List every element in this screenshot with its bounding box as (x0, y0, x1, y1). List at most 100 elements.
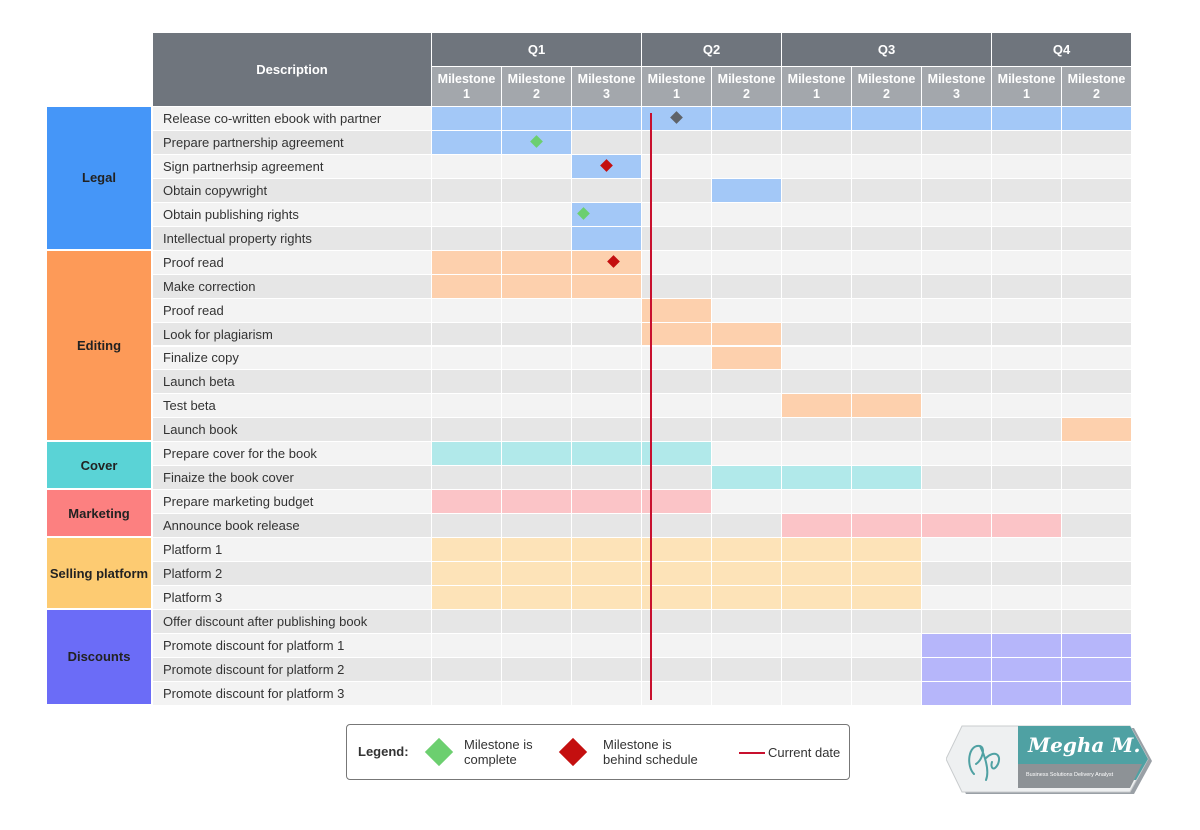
grid-cell (922, 442, 991, 466)
task-bar-cell (502, 442, 571, 466)
grid-cell (642, 202, 711, 226)
task-bar-cell (642, 562, 711, 585)
grid-cell (712, 609, 781, 633)
grid-cell (502, 202, 571, 226)
task-bar-cell (922, 514, 991, 538)
task-bar-cell (782, 562, 851, 585)
grid-cell (992, 250, 1061, 274)
grid-cell (1062, 514, 1131, 538)
milestone-header-number: 3 (603, 86, 610, 101)
behind-milestone-icon (558, 737, 588, 767)
grid-cell (642, 418, 711, 442)
grid-cell (852, 130, 921, 154)
milestone-header: Milestone 1 (782, 67, 851, 106)
grid-cell (712, 418, 781, 442)
milestone-header-number: 3 (953, 86, 960, 101)
task-label: Look for plagiarism (153, 322, 431, 346)
grid-cell (1062, 346, 1131, 370)
grid-cell (572, 514, 641, 538)
grid-cell (432, 346, 501, 370)
grid-cell (922, 322, 991, 346)
task-bar-cell (572, 274, 641, 298)
grid-cell (992, 562, 1061, 585)
grid-cell (642, 178, 711, 202)
grid-cell (572, 346, 641, 370)
grid-cell (782, 370, 851, 394)
grid-cell (852, 322, 921, 346)
milestone-header: Milestone 3 (922, 67, 991, 106)
task-bar-cell (502, 250, 571, 274)
grid-cell (852, 298, 921, 322)
task-bar-cell (922, 107, 991, 130)
milestone-header: Milestone 2 (712, 67, 781, 106)
grid-cell (432, 154, 501, 178)
grid-cell (712, 154, 781, 178)
grid-cell (782, 346, 851, 370)
grid-cell (502, 154, 571, 178)
grid-cell (502, 609, 571, 633)
task-bar-cell (572, 490, 641, 514)
grid-cell (992, 586, 1061, 609)
grid-cell (922, 490, 991, 514)
milestone-header: Milestone 1 (432, 67, 501, 106)
grid-cell (852, 346, 921, 370)
grid-cell (432, 514, 501, 538)
grid-cell (642, 250, 711, 274)
grid-cell (432, 298, 501, 322)
task-bar-cell (572, 202, 641, 226)
grid-cell (852, 154, 921, 178)
grid-cell (572, 681, 641, 705)
grid-cell (1062, 490, 1131, 514)
grid-cell (502, 178, 571, 202)
grid-cell (432, 418, 501, 442)
grid-cell (992, 490, 1061, 514)
grid-cell (992, 274, 1061, 298)
grid-cell (782, 274, 851, 298)
task-bar-cell (852, 586, 921, 609)
task-bar-cell (712, 107, 781, 130)
grid-cell (992, 154, 1061, 178)
gantt-chart: Description Q1 Milestone 1 Milestone 2 Milesto… (47, 33, 1131, 705)
task-label: Proof read (153, 250, 431, 274)
grid-cell (852, 274, 921, 298)
grid-cell (992, 298, 1061, 322)
grid-cell (1062, 562, 1131, 585)
grid-cell (712, 442, 781, 466)
task-bar-cell (712, 538, 781, 562)
grid-cell (1062, 322, 1131, 346)
grid-cell (572, 394, 641, 418)
task-bar-cell (992, 657, 1061, 681)
grid-cell (572, 418, 641, 442)
task-bar-cell (572, 107, 641, 130)
grid-cell (1062, 609, 1131, 633)
task-bar-cell (922, 633, 991, 657)
task-bar-cell (572, 226, 641, 250)
quarter-header: Q3 (782, 33, 991, 66)
grid-cell (992, 202, 1061, 226)
task-bar-cell (712, 322, 781, 346)
milestone-header-label: Milestone (717, 71, 776, 86)
grid-cell (642, 346, 711, 370)
grid-cell (922, 586, 991, 609)
task-bar-cell (502, 538, 571, 562)
grid-cell (572, 657, 641, 681)
grid-cell (1062, 394, 1131, 418)
current-date-line-icon (739, 752, 765, 754)
milestone-header-label: Milestone (927, 71, 986, 86)
grid-cell (502, 514, 571, 538)
task-label: Promote discount for platform 1 (153, 633, 431, 657)
grid-cell (782, 633, 851, 657)
grid-cell (502, 657, 571, 681)
grid-cell (712, 226, 781, 250)
grid-cell (922, 274, 991, 298)
task-bar-cell (1062, 418, 1131, 442)
task-label: Obtain copywright (153, 178, 431, 202)
grid-cell (642, 633, 711, 657)
grid-cell (992, 418, 1061, 442)
task-bar-cell (1062, 633, 1131, 657)
grid-cell (712, 274, 781, 298)
grid-cell (502, 466, 571, 490)
task-bar-cell (712, 346, 781, 370)
task-bar-cell (992, 514, 1061, 538)
grid-cell (432, 178, 501, 202)
